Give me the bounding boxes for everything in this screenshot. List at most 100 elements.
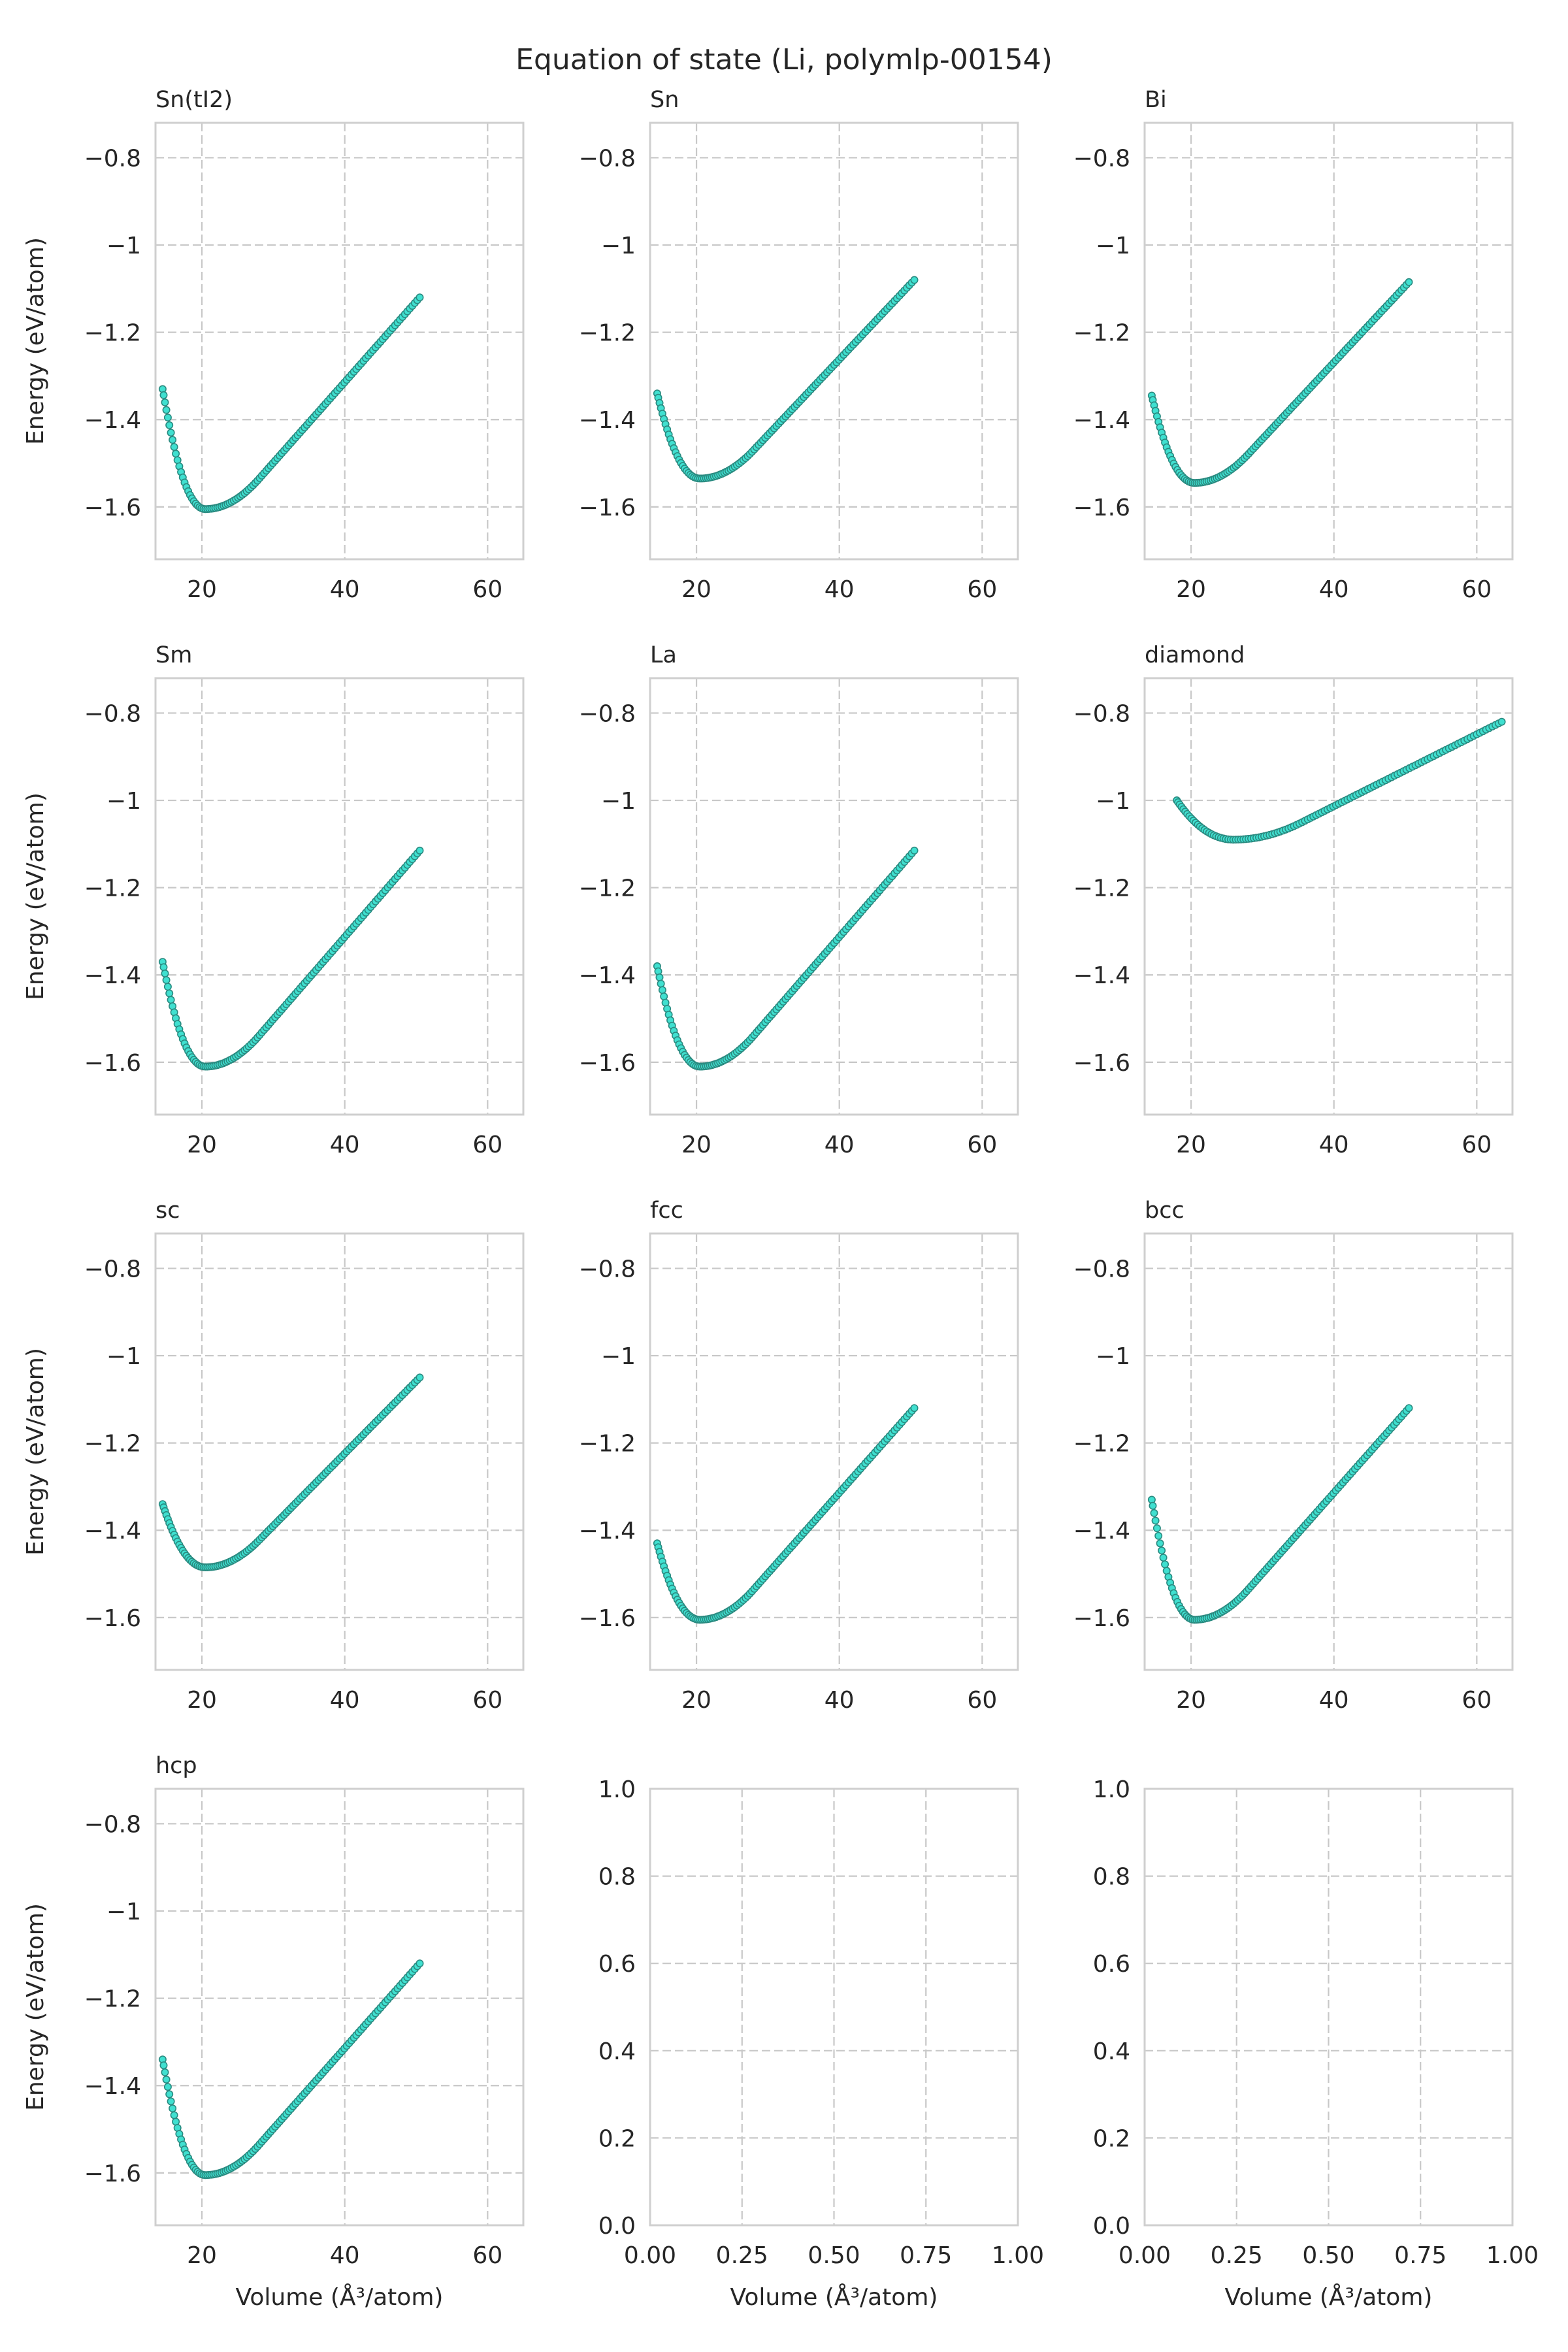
y-tick-label: 0.6: [1093, 1951, 1130, 1978]
y-tick-label: −1: [1096, 788, 1130, 815]
data-point: [170, 2111, 178, 2119]
y-tick-label: −0.8: [84, 1256, 141, 1282]
y-tick-label: −0.8: [84, 700, 141, 727]
data-point: [1159, 1554, 1168, 1562]
y-tick-label: −1.2: [84, 1431, 141, 1458]
x-tick-label: 40: [330, 576, 360, 603]
x-tick-label: 40: [825, 576, 855, 603]
data-point: [163, 2083, 172, 2091]
y-tick-label: 0.0: [1093, 2213, 1130, 2240]
panel-fcc: 20 40 60 −1.6 −1.4 −1.2 −1 −0.8 fcc: [579, 1198, 1019, 1714]
y-tick-label: 0.4: [1093, 2038, 1130, 2065]
y-tick-label: −1: [1096, 233, 1130, 259]
y-tick-label: −1.4: [84, 2073, 141, 2100]
series-points: [1147, 278, 1413, 487]
x-tick-label: 60: [472, 576, 502, 603]
x-tick-label: 40: [1319, 1687, 1349, 1714]
y-tick-label: 0.2: [598, 2125, 636, 2152]
data-point: [159, 2061, 168, 2070]
panel-empty-10: 0.00 0.25 0.50 0.75 1.00 0.0 0.2 0.4 0.6 0.8 1.0 Vo…: [598, 1776, 1044, 2311]
y-tick-label: −0.8: [84, 145, 141, 172]
x-tick-label: 40: [330, 1132, 360, 1158]
data-point: [1152, 1524, 1161, 1533]
panel-title: Bi: [1145, 87, 1167, 113]
data-point: [1405, 278, 1413, 286]
data-point: [163, 983, 172, 991]
y-tick-label: −1.4: [579, 962, 636, 989]
series-points: [158, 1959, 424, 2180]
y-tick-label: −1.4: [579, 407, 636, 434]
data-point: [172, 449, 180, 458]
y-tick-label: 0.8: [598, 1864, 636, 1891]
axes-frame: [154, 1788, 525, 2227]
x-tick-label: 60: [1462, 576, 1492, 603]
y-tick-label: −1.2: [1073, 1431, 1130, 1458]
y-tick-label: −0.8: [579, 1256, 636, 1282]
data-point: [165, 989, 174, 998]
data-point: [170, 443, 178, 451]
data-point: [1161, 1560, 1169, 1569]
figure-title: Equation of state (Li, polymlp-00154): [515, 43, 1053, 76]
y-tick-label: −1.4: [84, 1518, 141, 1544]
y-tick-label: −1.6: [84, 495, 141, 521]
axes-frame: [649, 1232, 1019, 1671]
data-point: [159, 391, 168, 399]
y-tick-label: −1.2: [579, 1431, 636, 1458]
subplot-grid: 20 40 60 −1.6 −1.4 −1.2 −1 −0.8 Sn(tI2) Energy (e…: [22, 87, 1539, 2311]
data-point: [165, 421, 174, 429]
series-points: [158, 293, 424, 514]
data-point: [161, 970, 169, 978]
x-tick-label: 1.00: [1486, 2242, 1539, 2269]
panel-title: hcp: [155, 1753, 197, 1779]
y-tick-label: −1.6: [84, 1605, 141, 1632]
y-tick-label: −1.6: [1073, 1605, 1130, 1632]
y-tick-label: −1.6: [579, 495, 636, 521]
panel-bi: 20 40 60 −1.6 −1.4 −1.2 −1 −0.8 Bi: [1073, 87, 1514, 603]
y-tick-label: −1.4: [579, 1518, 636, 1544]
y-tick-label: −0.8: [84, 1811, 141, 1838]
x-tick-label: 20: [681, 576, 711, 603]
x-tick-label: 0.75: [900, 2242, 952, 2269]
data-point: [655, 973, 664, 982]
data-point: [910, 276, 919, 284]
panel-title: sc: [155, 1198, 180, 1224]
x-tick-label: 40: [825, 1132, 855, 1158]
y-tick-label: −1.2: [1073, 320, 1130, 347]
axes-frame: [1143, 677, 1514, 1116]
x-tick-label: 60: [472, 2242, 502, 2269]
data-point: [169, 436, 177, 444]
axes-frame: [649, 677, 1019, 1116]
y-tick-label: −0.8: [1073, 1256, 1130, 1282]
data-point: [162, 976, 171, 985]
x-tick-label: 60: [967, 1687, 997, 1714]
x-axis-label: Volume (Å³/atom): [236, 2283, 444, 2311]
panel-title: Sn: [650, 87, 679, 113]
y-tick-label: −1: [1096, 1343, 1130, 1370]
y-tick-label: −1.2: [84, 320, 141, 347]
data-point: [162, 2076, 171, 2084]
y-tick-label: −1.4: [1073, 407, 1130, 434]
data-point: [1154, 1531, 1163, 1540]
y-tick-label: 0.0: [598, 2213, 636, 2240]
data-point: [163, 414, 172, 422]
data-point: [657, 979, 665, 988]
y-tick-label: −1.2: [579, 875, 636, 902]
data-point: [416, 1959, 424, 1968]
y-tick-label: −1.4: [1073, 1518, 1130, 1544]
x-tick-label: 0.00: [624, 2242, 676, 2269]
x-tick-label: 60: [967, 576, 997, 603]
x-tick-label: 20: [187, 1132, 217, 1158]
y-tick-label: −1.2: [84, 875, 141, 902]
panel-sn-ti2: 20 40 60 −1.6 −1.4 −1.2 −1 −0.8 Sn(tI2) Energy (e…: [22, 87, 525, 603]
data-point: [910, 1404, 919, 1413]
y-tick-label: −1.2: [579, 320, 636, 347]
data-point: [167, 2097, 175, 2106]
data-point: [1151, 1516, 1160, 1525]
panel-empty-11: 0.00 0.25 0.50 0.75 1.00 0.0 0.2 0.4 0.6 0.8 1.0 Vo…: [1093, 1776, 1539, 2311]
axes-frame: [1143, 122, 1514, 561]
x-tick-label: 60: [472, 1132, 502, 1158]
x-axis-label: Volume (Å³/atom): [1225, 2283, 1433, 2311]
y-tick-label: −1.6: [579, 1605, 636, 1632]
y-tick-label: −0.8: [579, 700, 636, 727]
